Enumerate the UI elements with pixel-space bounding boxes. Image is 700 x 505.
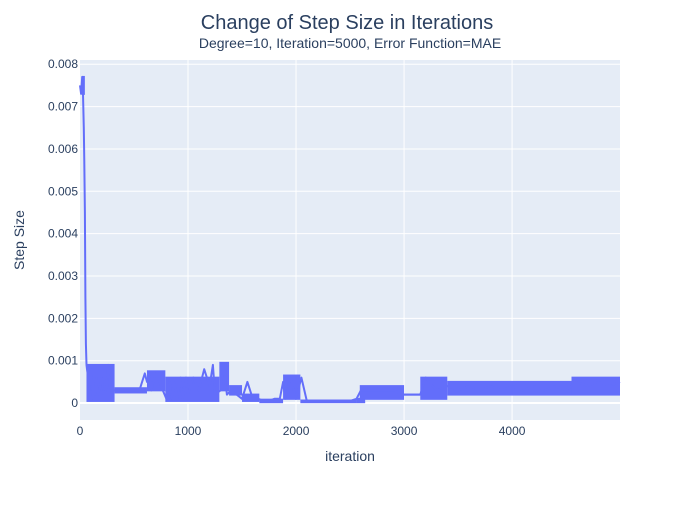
x-tick-label: 4000 <box>499 424 526 438</box>
y-tick-label: 0.006 <box>48 142 78 156</box>
y-axis-title: Step Size <box>11 210 27 270</box>
y-tick-label: 0.005 <box>48 184 78 198</box>
chart-subtitle: Degree=10, Iteration=5000, Error Functio… <box>199 35 501 51</box>
x-axis-ticks: 0 1000 2000 3000 4000 <box>77 424 526 438</box>
y-tick-label: 0.003 <box>48 269 78 283</box>
series-layer <box>79 75 621 402</box>
plot-background <box>80 60 620 420</box>
x-tick-label: 1000 <box>175 424 202 438</box>
oscillation-band <box>356 397 366 404</box>
y-tick-label: 0 <box>71 396 78 410</box>
oscillation-band <box>229 385 243 396</box>
y-tick-label: 0.008 <box>48 57 78 71</box>
series-line <box>79 75 621 402</box>
y-tick-label: 0.004 <box>48 227 78 241</box>
oscillation-band <box>242 393 260 402</box>
y-tick-label: 0.007 <box>48 100 78 114</box>
oscillation-band <box>359 385 405 400</box>
oscillation-band <box>571 376 620 396</box>
y-tick-label: 0.001 <box>48 354 78 368</box>
chart-title: Change of Step Size in Iterations <box>201 12 493 34</box>
x-tick-label: 0 <box>77 424 84 438</box>
x-tick-label: 3000 <box>391 424 418 438</box>
x-axis-title: iteration <box>325 448 375 464</box>
x-tick-label: 2000 <box>283 424 310 438</box>
y-tick-label: 0.002 <box>48 311 78 325</box>
y-axis-ticks: 0 0.001 0.002 0.003 0.004 0.005 0.006 0.007 0.00… <box>48 57 78 410</box>
